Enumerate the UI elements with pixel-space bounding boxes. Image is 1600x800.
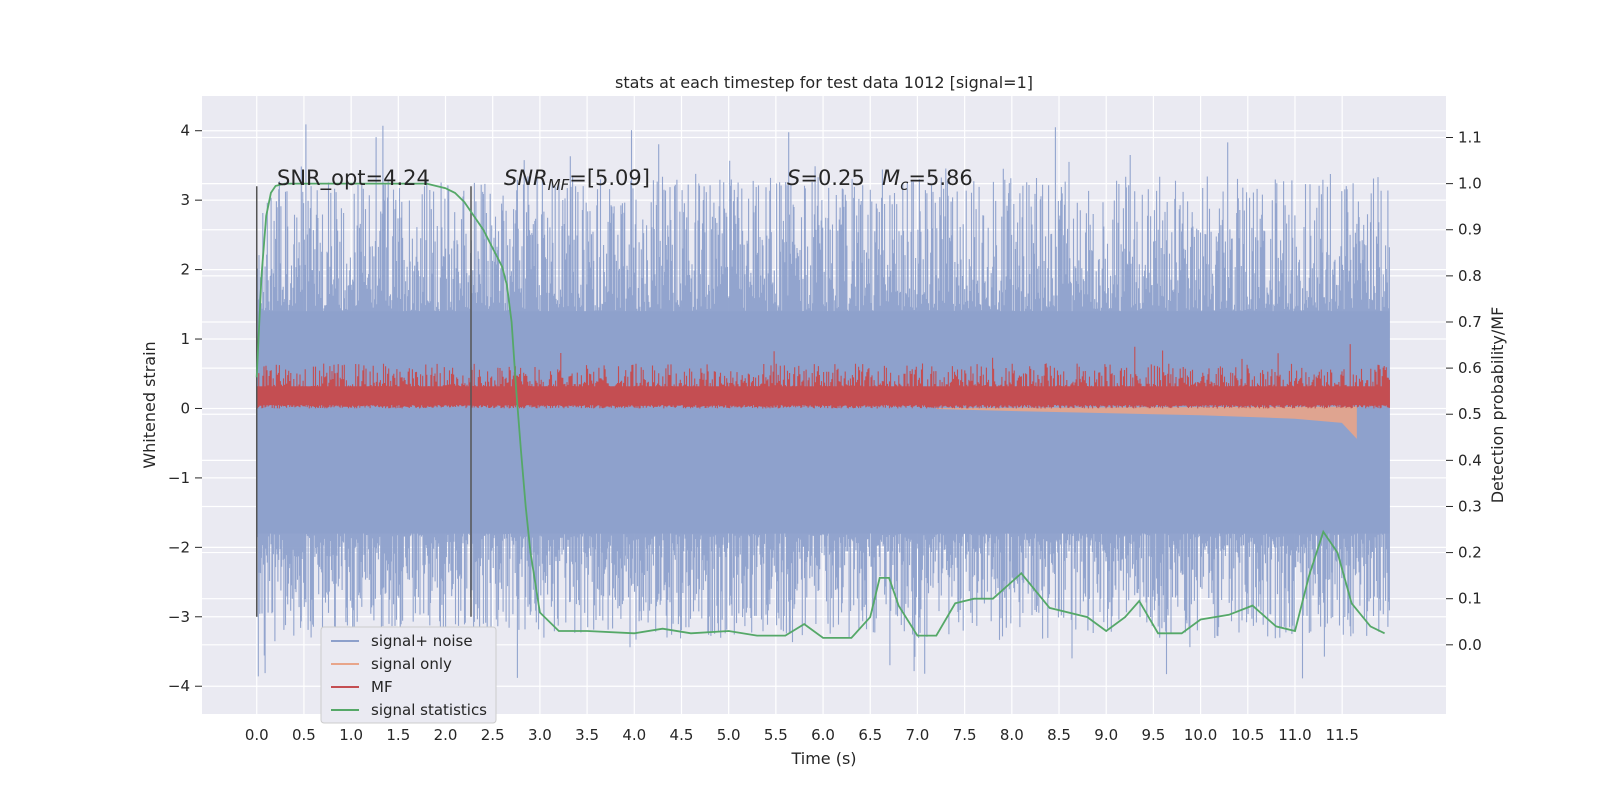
y2-tick-label: 1.1 xyxy=(1458,129,1482,147)
s-label: S xyxy=(787,166,800,190)
series-signal-noise xyxy=(256,124,1390,679)
x-tick-label: 10.5 xyxy=(1231,726,1264,744)
x-tick-label: 5.5 xyxy=(764,726,788,744)
x-tick-label: 6.0 xyxy=(811,726,835,744)
series-signal-statistics xyxy=(255,182,1385,639)
legend-box xyxy=(320,626,497,724)
x-tick-label: 8.0 xyxy=(1000,726,1024,744)
x-tick-label: 3.0 xyxy=(528,726,552,744)
x-tick-label: 10.0 xyxy=(1184,726,1217,744)
x-tick-label: 0.0 xyxy=(245,726,269,744)
chart-marks xyxy=(255,124,1390,679)
legend: signal+ noise signal only MF signal stat… xyxy=(320,626,497,724)
y2-tick-label: 0.6 xyxy=(1458,359,1482,377)
y-tick-label: 1 xyxy=(180,330,190,348)
s-annotation: S=0.25 xyxy=(787,166,865,190)
x-tick-label: 4.0 xyxy=(622,726,646,744)
x-tick-label: 2.5 xyxy=(481,726,505,744)
x-tick-label: 11.5 xyxy=(1325,726,1358,744)
mc-annotation: Mc=5.86 xyxy=(882,166,973,194)
y-tick-label: 4 xyxy=(180,122,190,140)
mc-value: =5.86 xyxy=(908,166,972,190)
x-tick-label: 7.5 xyxy=(953,726,977,744)
x-tick-label: 5.0 xyxy=(717,726,741,744)
x-tick-label: 2.0 xyxy=(434,726,458,744)
y2-tick-label: 0.9 xyxy=(1458,221,1482,239)
snr-mf-prefix: SNR xyxy=(504,166,548,190)
s-value: =0.25 xyxy=(800,166,864,190)
y2-tick-label: 0.2 xyxy=(1458,544,1482,562)
x-tick-label: 11.0 xyxy=(1278,726,1311,744)
legend-label-signal-noise: signal+ noise xyxy=(371,632,473,650)
axes: 0.0 0.5 1.0 1.5 2.0 2.5 3.0 3.5 4.0 4.5 5.0 5.5 6.0 6… xyxy=(168,122,1482,744)
y2-tick-label: 0.8 xyxy=(1458,267,1482,285)
y-tick-label: −3 xyxy=(168,608,190,626)
x-tick-label: 9.0 xyxy=(1094,726,1118,744)
legend-label-mf: MF xyxy=(371,678,393,696)
y-tick-label: −1 xyxy=(168,469,190,487)
series-mf xyxy=(256,344,1390,409)
y2-axis-label: Detection probability/MF xyxy=(1488,307,1507,504)
x-tick-label: 0.5 xyxy=(292,726,316,744)
snr-mf-annotation: SNRMF=[5.09] xyxy=(504,166,650,194)
mc-subscript: c xyxy=(900,176,909,194)
y2-tick-label: 0.3 xyxy=(1458,497,1482,515)
x-tick-label: 1.5 xyxy=(386,726,410,744)
y2-tick-label: 0.0 xyxy=(1458,636,1482,654)
y-axis-label: Whitened strain xyxy=(140,341,159,468)
y-tick-label: 0 xyxy=(180,399,190,417)
y-tick-label: −4 xyxy=(168,677,190,695)
x-tick-label: 6.5 xyxy=(858,726,882,744)
x-tick-label: 1.0 xyxy=(339,726,363,744)
y2-tick-label: 1.0 xyxy=(1458,175,1482,193)
snr-opt-annotation: SNR_opt=4.24 xyxy=(277,166,430,191)
y-tick-label: 3 xyxy=(180,191,190,209)
y-tick-label: 2 xyxy=(180,261,190,279)
series-signal-only xyxy=(936,406,1357,439)
x-tick-label: 3.5 xyxy=(575,726,599,744)
snr-mf-value: =[5.09] xyxy=(569,166,650,190)
x-tick-label: 9.5 xyxy=(1141,726,1165,744)
mc-label: M xyxy=(882,166,900,190)
y2-tick-label: 0.5 xyxy=(1458,405,1482,423)
snr-mf-subscript: MF xyxy=(548,176,570,194)
x-axis-label: Time (s) xyxy=(790,749,856,768)
legend-label-signal-statistics: signal statistics xyxy=(371,701,487,719)
x-tick-label: 7.0 xyxy=(906,726,930,744)
y-tick-label: −2 xyxy=(168,538,190,556)
y2-tick-label: 0.7 xyxy=(1458,313,1482,331)
x-tick-label: 4.5 xyxy=(670,726,694,744)
x-tick-label: 8.5 xyxy=(1047,726,1071,744)
y2-tick-label: 0.1 xyxy=(1458,590,1482,608)
y2-tick-label: 0.4 xyxy=(1458,451,1482,469)
chart-title: stats at each timestep for test data 101… xyxy=(615,73,1033,92)
legend-label-signal-only: signal only xyxy=(371,655,452,673)
